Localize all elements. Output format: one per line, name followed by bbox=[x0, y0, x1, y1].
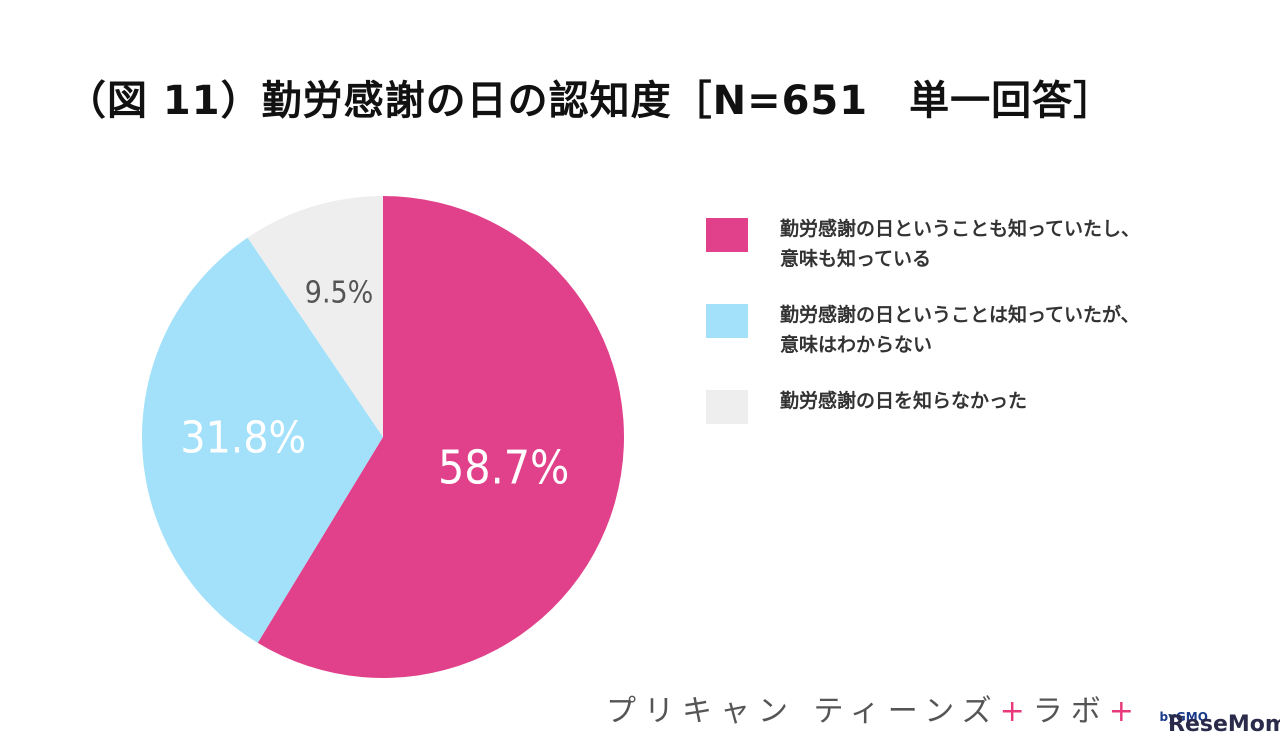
legend-swatch bbox=[706, 218, 748, 252]
slice-value-label-2: 31.8% bbox=[180, 413, 306, 464]
legend-item-knew-day-only: 勤労感謝の日ということは知っていたが、 意味はわからない bbox=[706, 296, 1206, 382]
legend-label: 勤労感謝の日を知らなかった bbox=[780, 390, 1028, 412]
watermark-logo: ReseMom bbox=[1168, 712, 1280, 737]
chart-title: （図 11）勤労感謝の日の認知度［N=651 単一回答］ bbox=[66, 78, 1115, 124]
slice-value-label-1: 58.7% bbox=[438, 440, 569, 494]
legend-swatch bbox=[706, 304, 748, 338]
legend-item-did-not-know: 勤労感謝の日を知らなかった bbox=[706, 382, 1206, 442]
legend: 勤労感謝の日ということも知っていたし、 意味も知っている 勤労感謝の日ということ… bbox=[706, 210, 1206, 442]
brand-logo: プリキャン ティーンズ+ラボ+ byGMO bbox=[606, 694, 1208, 729]
legend-item-knew-meaning: 勤労感謝の日ということも知っていたし、 意味も知っている bbox=[706, 210, 1206, 296]
pie-slice-2 bbox=[141, 237, 383, 643]
slice-value-label-3: 9.5% bbox=[305, 276, 374, 311]
pie-slice-1 bbox=[257, 196, 625, 678]
pie-slice-3 bbox=[247, 196, 383, 437]
legend-swatch bbox=[706, 390, 748, 424]
legend-label: 勤労感謝の日ということも知っていたし、 意味も知っている bbox=[780, 218, 1141, 270]
legend-label: 勤労感謝の日ということは知っていたが、 意味はわからない bbox=[780, 304, 1140, 356]
